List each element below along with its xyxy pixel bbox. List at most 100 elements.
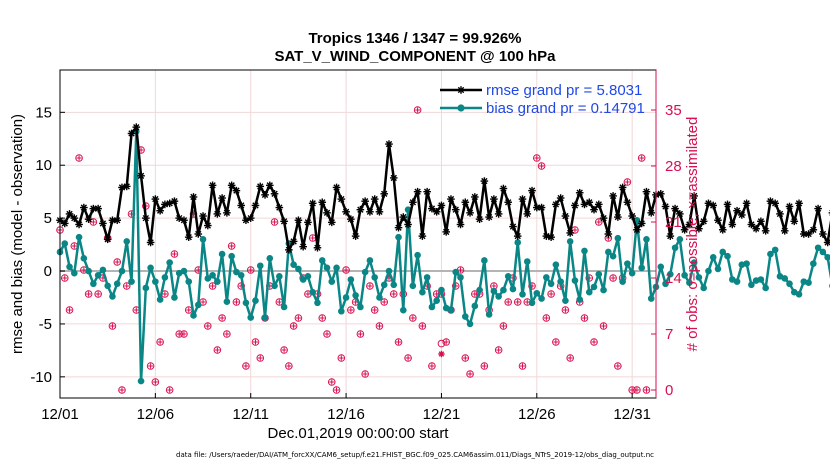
rmse-point <box>308 199 317 208</box>
obs-count-point <box>342 266 350 274</box>
bias-point <box>185 278 193 285</box>
rmse-point <box>180 216 188 225</box>
obs-count-point <box>637 154 646 162</box>
obs-count-point <box>204 322 212 330</box>
obs-count-point <box>227 242 236 250</box>
obs-count-point <box>251 338 260 346</box>
obs-count-point <box>218 314 226 322</box>
bias-point <box>671 244 679 252</box>
rmse-point <box>442 228 451 236</box>
y2-axis-label: # of obs: o=possible; ×=assimilated <box>684 117 701 352</box>
rmse-point <box>227 181 236 190</box>
bias-point <box>485 311 493 318</box>
obs-count-point <box>409 314 417 322</box>
obs-count-point <box>184 306 193 314</box>
bias-point <box>814 244 822 252</box>
bias-point <box>123 238 131 245</box>
rmse-point <box>771 199 779 208</box>
rmse-point <box>127 129 136 138</box>
rmse-point <box>680 225 689 234</box>
bias-point <box>271 282 278 290</box>
obs-count-point <box>537 162 546 170</box>
bias-point <box>810 260 817 267</box>
rmse-point <box>571 201 579 210</box>
rmse-point <box>285 246 293 254</box>
bias-point <box>700 284 707 292</box>
rmse-point <box>146 238 155 247</box>
obs-count-point <box>89 218 98 226</box>
bias-point <box>519 291 526 298</box>
bias-point <box>376 294 383 301</box>
bias-point <box>371 274 378 281</box>
bias-point <box>795 291 803 298</box>
bias-point <box>104 282 111 290</box>
rmse-point <box>556 194 565 202</box>
obs-count-point <box>161 290 169 298</box>
bias-point <box>452 268 460 276</box>
obs-count-point <box>642 386 651 394</box>
rmse-point <box>661 202 670 211</box>
bias-point <box>581 247 588 255</box>
bias-point <box>552 261 560 268</box>
obs-count-point <box>294 314 303 322</box>
bias-point <box>605 248 612 256</box>
rmse-point <box>389 174 398 182</box>
obs-count-point <box>442 338 451 346</box>
bias-point <box>199 235 207 243</box>
rmse-point <box>819 230 827 238</box>
obs-count-point <box>494 346 503 354</box>
bias-point <box>137 377 145 385</box>
rmse-point <box>475 215 484 223</box>
rmse-point <box>184 233 193 241</box>
obs-count-point <box>566 354 574 362</box>
bias-point <box>590 283 598 291</box>
rmse-point <box>499 184 508 193</box>
bias-point <box>609 252 617 260</box>
rmse-point <box>80 203 88 212</box>
obs-count-point <box>156 338 164 346</box>
rmse-point <box>375 207 384 216</box>
x-tick-label: 12/01 <box>41 406 79 423</box>
bias-point <box>109 293 116 300</box>
bias-point <box>395 233 402 241</box>
rmse-point <box>647 209 656 217</box>
x-tick-label: 12/21 <box>423 406 461 423</box>
bias-point <box>280 303 288 311</box>
rmse-point <box>313 243 322 252</box>
rmse-point <box>356 205 365 214</box>
rmse-point <box>599 214 608 222</box>
x-tick-label: 12/26 <box>518 406 556 423</box>
obs-count-point <box>84 290 93 298</box>
rmse-point <box>261 191 269 199</box>
bias-point <box>142 284 150 292</box>
obs-count-point <box>518 362 527 370</box>
bias-point <box>705 267 712 275</box>
bias-point <box>190 312 197 319</box>
obs-count-point <box>256 354 265 362</box>
bias-point <box>481 257 488 264</box>
rmse-point <box>795 199 803 208</box>
obs-count-point <box>170 250 179 258</box>
rmse-point <box>633 225 641 234</box>
rmse-point <box>113 216 122 225</box>
rmse-point <box>642 187 651 196</box>
rmse-point <box>70 214 79 222</box>
bias-point <box>252 297 259 304</box>
rmse-point <box>232 186 241 195</box>
rmse-point <box>423 187 431 196</box>
rmse-point <box>189 193 198 201</box>
rmse-point <box>528 186 536 195</box>
bias-point <box>256 262 264 270</box>
bias-point <box>295 265 302 273</box>
rmse-point <box>208 181 217 190</box>
bias-point <box>385 267 393 275</box>
obs-count-point <box>118 386 126 394</box>
bias-point <box>361 268 369 276</box>
rmse-point <box>761 227 770 235</box>
bias-point <box>90 280 97 288</box>
rmse-point <box>60 219 69 228</box>
rmse-point <box>265 181 274 190</box>
bias-point <box>328 278 336 285</box>
rmse-point <box>666 232 675 240</box>
bias-point <box>662 280 669 288</box>
